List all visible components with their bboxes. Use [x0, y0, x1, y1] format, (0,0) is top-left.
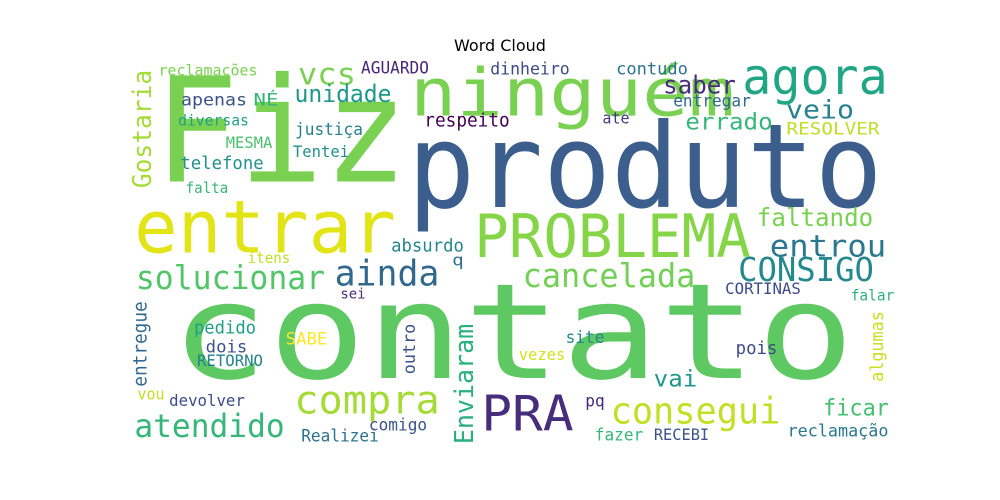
word-pra: PRA [481, 386, 573, 443]
word-itens: itens [248, 250, 291, 267]
word-resolver: RESOLVER [786, 120, 880, 140]
word-contudo: contudo [616, 60, 688, 80]
word-gostaria: Gostaria [127, 70, 157, 188]
word-falta: falta [186, 180, 229, 197]
word-errado: errado [685, 108, 772, 136]
word-fazer: fazer [595, 425, 644, 445]
word-vcs: vcs [298, 58, 356, 93]
word-recebi: RECEBI [654, 425, 709, 444]
word-diversas: diversas [178, 112, 249, 130]
word-absurdo: absurdo [391, 236, 464, 257]
word-solucionar: solucionar [136, 259, 325, 297]
word-problema: PROBLEMA [474, 203, 750, 272]
word-algumas: algumas [868, 311, 888, 382]
word-faltando: faltando [757, 203, 873, 232]
word-contato: contato [171, 256, 855, 410]
word-entrar: entrar [134, 186, 396, 271]
word-devolver: devolver [169, 391, 245, 410]
word-vou: vou [137, 386, 164, 404]
word-ainda: ainda [335, 254, 440, 295]
word-ficar: ficar [823, 396, 889, 422]
word-entregar: entregar [673, 91, 751, 111]
word-telefone: telefone [180, 153, 263, 174]
word-produto: produto [407, 99, 882, 235]
word-apenas: apenas [181, 91, 247, 111]
word-cancelada: cancelada [523, 257, 696, 295]
word-pois: pois [736, 338, 778, 359]
word-justica: justiça [295, 119, 363, 139]
word-reclamacao: reclamação [788, 422, 889, 442]
word-atendido: atendido [134, 407, 284, 445]
word-enviaram: Enviaram [450, 324, 480, 444]
word-agora: agora [742, 48, 888, 106]
word-veio: veio [786, 96, 854, 126]
word-sei: sei [340, 287, 365, 303]
word-retorno: RETORNO [197, 351, 263, 370]
word-vezes: vezes [519, 345, 566, 364]
word-compra: compra [294, 379, 440, 424]
word-vai: vai [654, 365, 698, 393]
word-unidade: unidade [295, 80, 392, 108]
word-pq: pq [585, 391, 604, 411]
word-entregue: entregue [131, 301, 152, 386]
word-dois: dois [206, 338, 248, 358]
word-consigo: CONSIGO [738, 251, 874, 289]
word-falar: falar [851, 287, 895, 305]
word-comigo: comigo [369, 415, 427, 435]
word-outro: outro [400, 324, 420, 374]
word-ate: ate [602, 110, 629, 128]
word-saber: saber [663, 71, 736, 100]
word-dinheiro: dinheiro [490, 60, 570, 80]
word-respeito: respeito [424, 111, 509, 132]
word-entrou: entrou [770, 230, 886, 265]
word-reclamacoes: reclamações [159, 62, 258, 80]
word-realizei: Realizei [301, 426, 379, 446]
word-q: q [452, 251, 464, 270]
word-pedido: pedido [194, 318, 256, 339]
word-mesma: MESMA [226, 133, 273, 152]
word-ninguem: ninguém [410, 54, 735, 132]
word-consegui: consegui [611, 390, 781, 433]
word-site: site [566, 327, 605, 347]
word-aguardo: AGUARDO [361, 58, 429, 78]
word-ne: NÉ [253, 89, 278, 111]
word-sabe: SABE [286, 330, 328, 350]
word-fiz: Fiz [154, 48, 408, 217]
word-cortinas: CORTINAS [725, 279, 801, 298]
chart-title: Word Cloud [454, 36, 546, 55]
word-tentei: Tentei [293, 142, 349, 161]
